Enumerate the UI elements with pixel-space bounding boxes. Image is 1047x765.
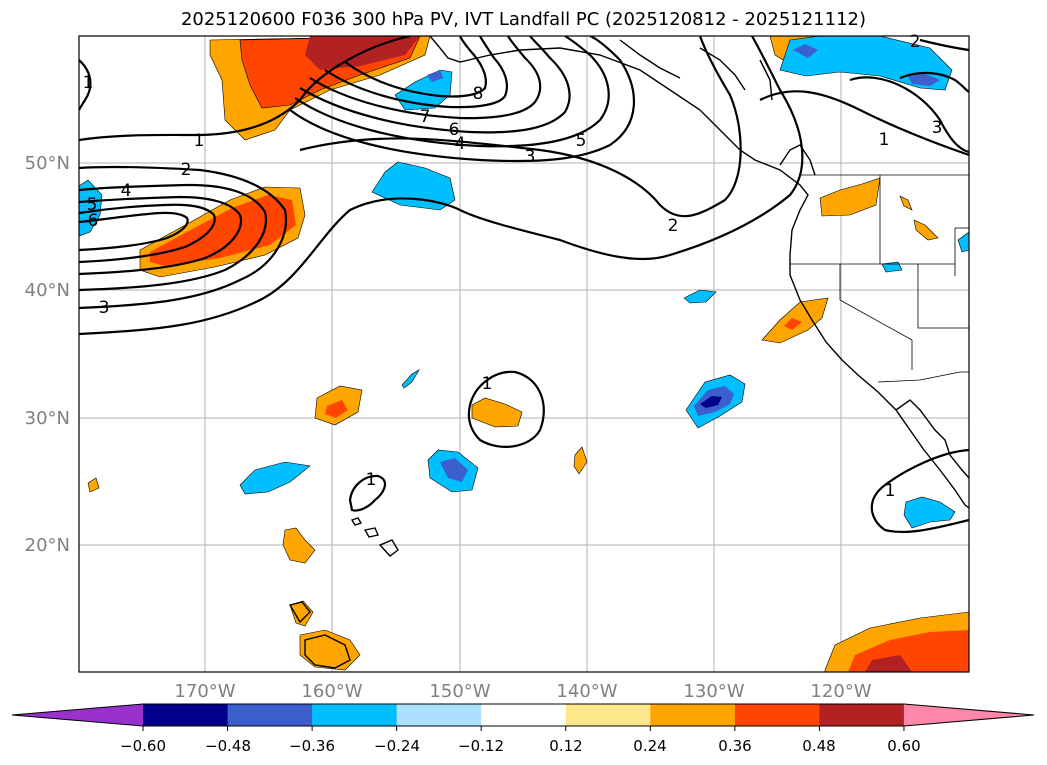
colorbar-segment xyxy=(227,704,313,726)
lat-tick-labels: 50°N 40°N 30°N 20°N xyxy=(25,153,70,556)
map-frame xyxy=(78,35,970,673)
contour-label: 3 xyxy=(932,118,943,138)
contour-label: 6 xyxy=(449,120,460,140)
contour-label: 1 xyxy=(83,73,94,93)
colorbar-segment xyxy=(396,704,482,726)
colorbar-tick-labels: −0.60 −0.48 −0.36 −0.24 −0.12 0.12 0.24 … xyxy=(120,737,921,755)
colorbar-tick-label: 0.48 xyxy=(802,737,835,755)
lat-tick-label: 30°N xyxy=(25,408,70,429)
colorbar-tick-label: 0.24 xyxy=(633,737,666,755)
colorbar-tick-label: −0.24 xyxy=(374,737,420,755)
colorbar-segment xyxy=(143,704,229,726)
contour-labels: 1 2 3 4 5 6 7 8 1 1 1 1 3 2 2 3 4 5 6 1 … xyxy=(83,32,943,501)
colorbar-extend-low xyxy=(12,704,143,726)
lon-tick-label: 120°W xyxy=(810,681,871,702)
contour-label: 1 xyxy=(482,374,493,394)
colorbar-extend-high xyxy=(903,704,1034,726)
colorbar-tick-label: 0.12 xyxy=(549,737,582,755)
colorbar-segment xyxy=(734,704,820,726)
colorbar-segment xyxy=(312,704,398,726)
contour-label: 4 xyxy=(121,181,132,201)
lon-tick-label: 170°W xyxy=(174,681,235,702)
lon-tick-label: 160°W xyxy=(301,681,362,702)
negative-ivt-shading xyxy=(79,36,969,529)
colorbar-tick-label: −0.36 xyxy=(289,737,335,755)
colorbar-tick-label: −0.48 xyxy=(205,737,251,755)
lon-tick-label: 130°W xyxy=(683,681,744,702)
lon-tick-label: 150°W xyxy=(429,681,490,702)
contour-label: 5 xyxy=(87,195,98,215)
colorbar-segment xyxy=(819,704,905,726)
lat-tick-label: 50°N xyxy=(25,153,70,174)
pv-contours xyxy=(79,36,969,534)
contour-label: 6 xyxy=(88,211,99,231)
colorbar-segment xyxy=(481,704,567,726)
contour-label: 3 xyxy=(99,298,110,318)
lat-tick-label: 20°N xyxy=(25,535,70,556)
contour-label: 4 xyxy=(455,134,466,154)
colorbar xyxy=(11,703,1035,731)
contour-label: 8 xyxy=(473,84,484,104)
lon-tick-labels: 170°W 160°W 150°W 140°W 130°W 120°W xyxy=(174,681,871,702)
colorbar-tick-label: −0.60 xyxy=(120,737,166,755)
colorbar-tick-label: 0.60 xyxy=(887,737,920,755)
contour-label: 2 xyxy=(181,160,192,180)
grid-lines xyxy=(79,36,969,672)
contour-label: 5 xyxy=(576,131,587,151)
contour-label: 1 xyxy=(194,131,205,151)
contour-label: 2 xyxy=(668,216,679,236)
colorbar-segment xyxy=(650,704,736,726)
contour-label: 2 xyxy=(910,32,921,52)
contour-label: 3 xyxy=(525,147,536,167)
colorbar-tick-label: −0.12 xyxy=(458,737,504,755)
lon-tick-label: 140°W xyxy=(556,681,617,702)
contour-label: 1 xyxy=(879,130,890,150)
state-borders xyxy=(790,174,969,383)
colorbar-tick-label: 0.36 xyxy=(718,737,751,755)
map-title: 2025120600 F036 300 hPa PV, IVT Landfall… xyxy=(180,9,867,30)
coastlines xyxy=(288,36,969,669)
colorbar-segment xyxy=(565,704,651,726)
contour-label: 1 xyxy=(885,481,896,501)
contour-label: 7 xyxy=(420,107,431,127)
contour-label: 1 xyxy=(366,470,377,490)
lat-tick-label: 40°N xyxy=(25,280,70,301)
